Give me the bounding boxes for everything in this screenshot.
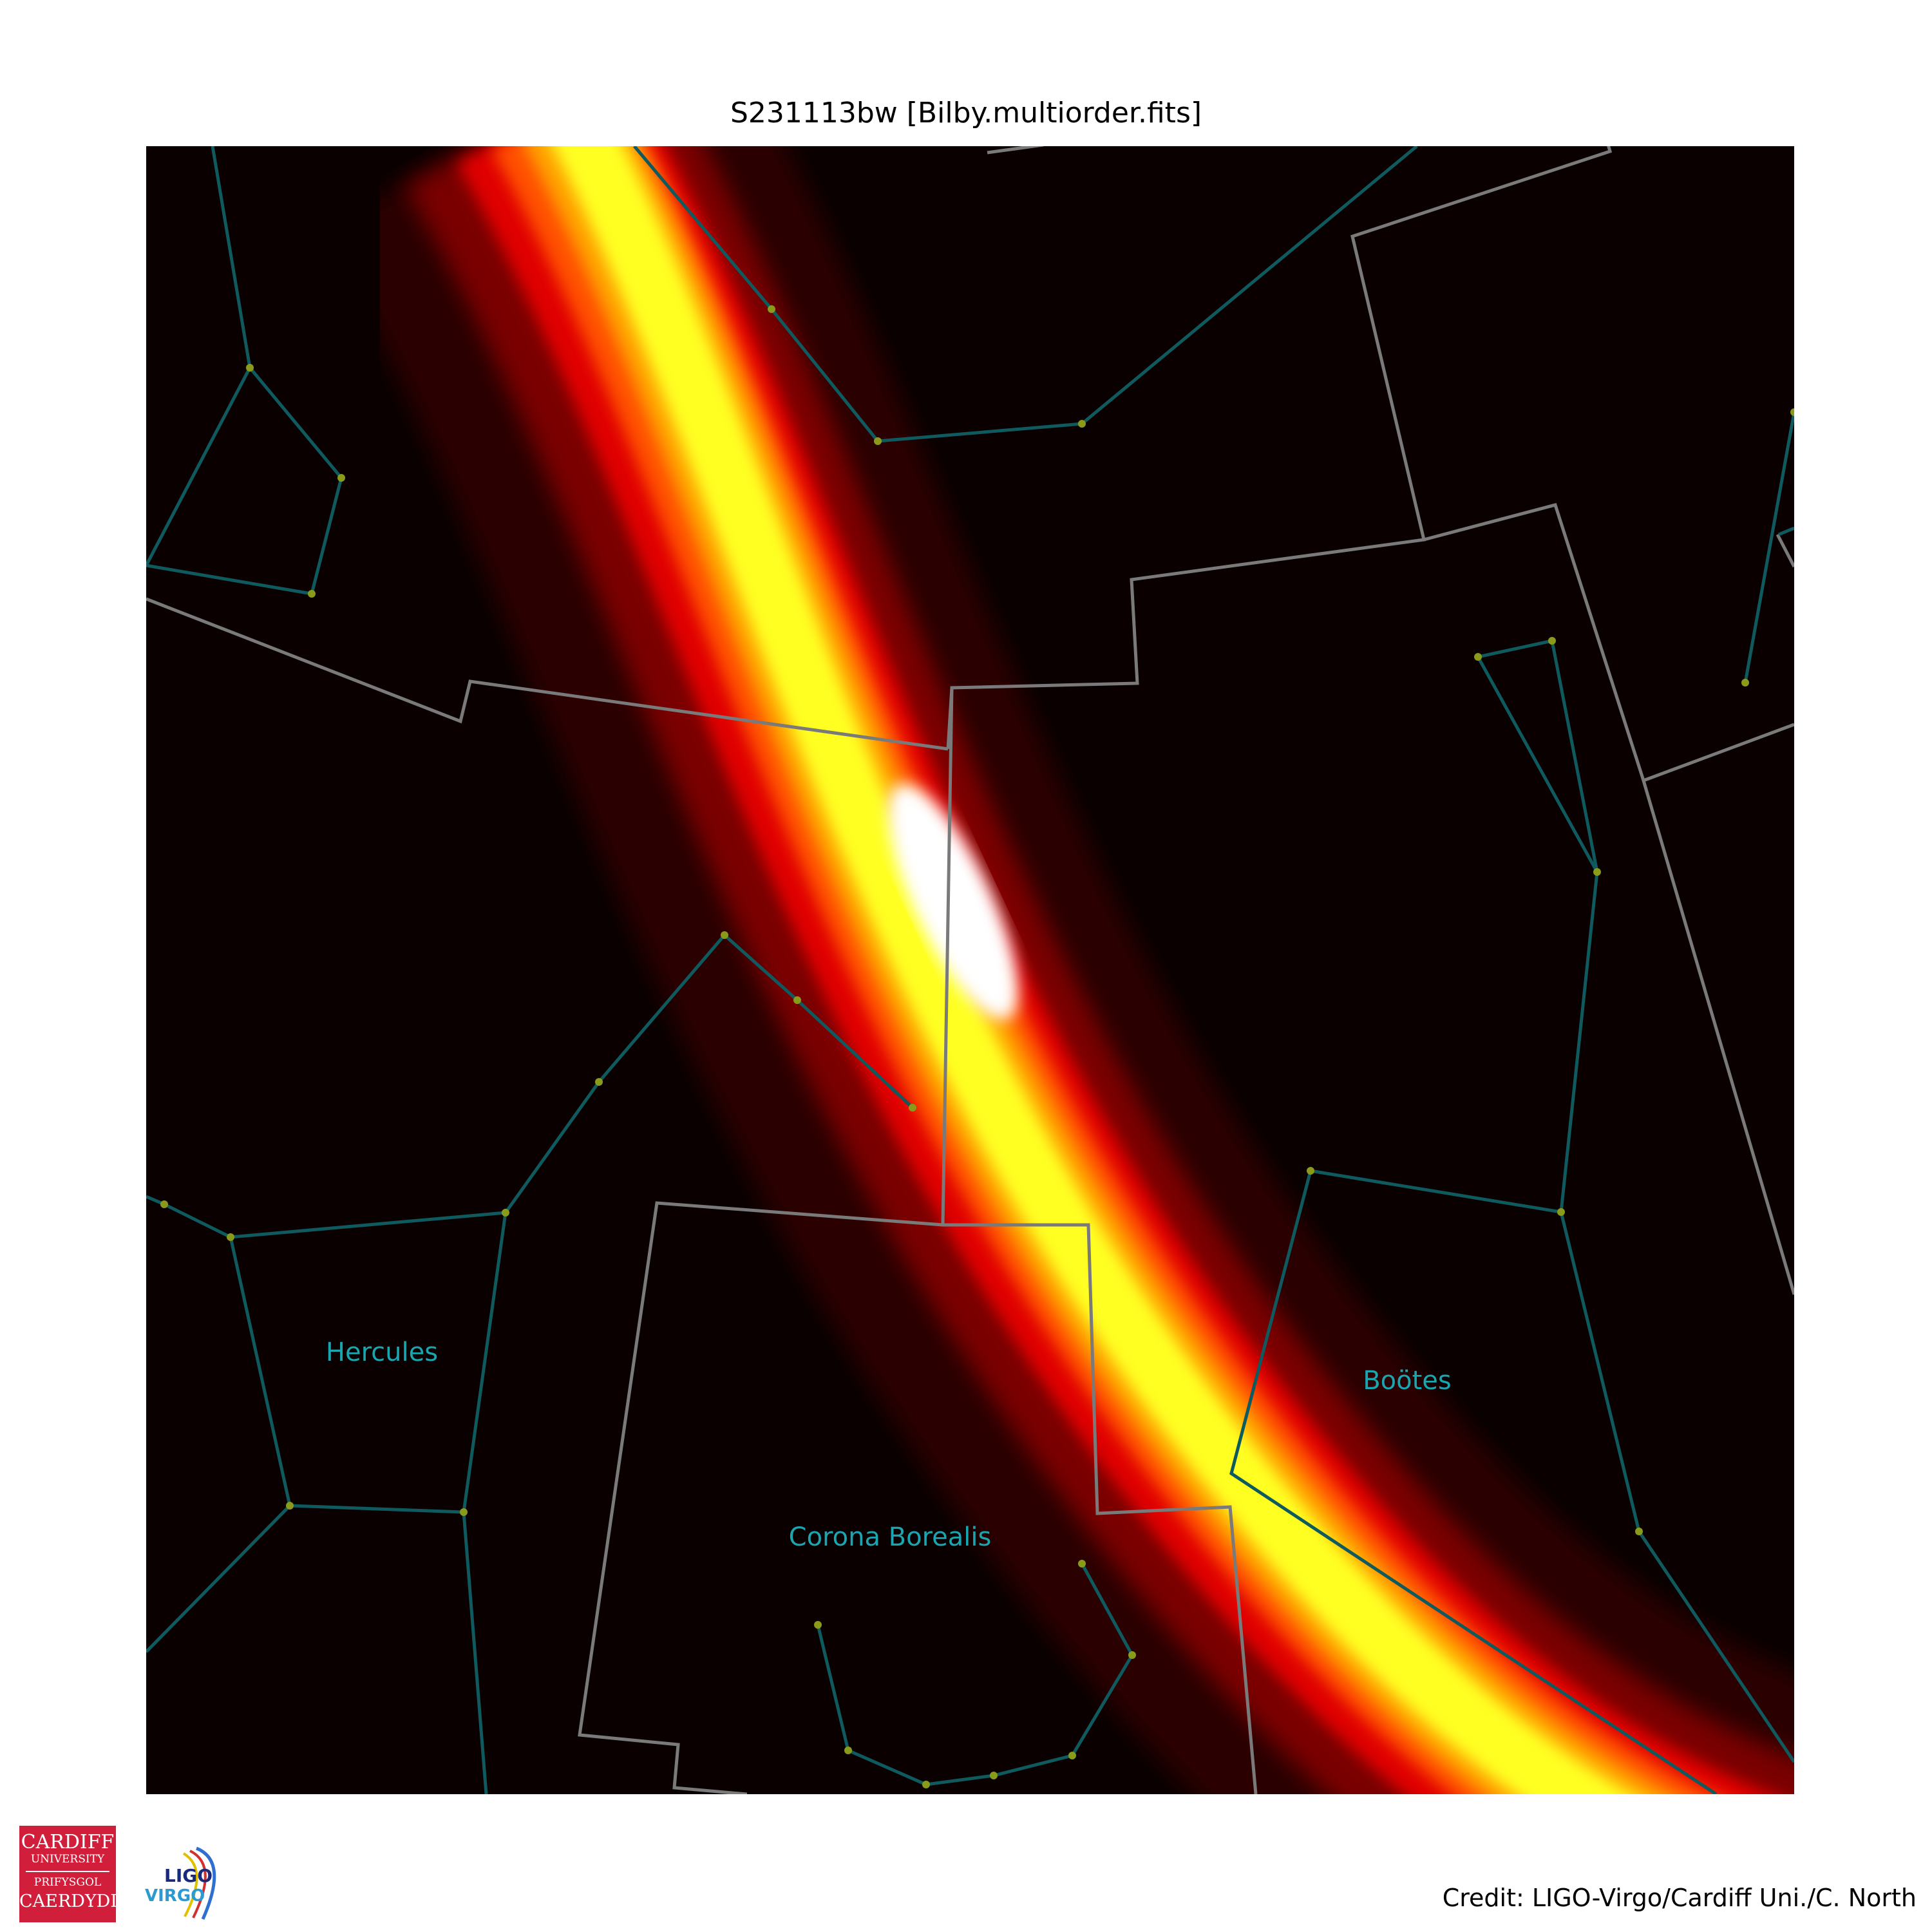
cardiff-logo-line3: PRIFYSGOL — [33, 1876, 102, 1889]
constellation-boundaries — [146, 146, 1794, 1794]
ligo-virgo-logo: LIGO VIRGO — [145, 1846, 216, 1920]
constellation-stars — [160, 305, 1794, 1788]
ligo-text: LIGO — [164, 1865, 213, 1886]
cardiff-logo-line1: CARDIFF — [21, 1831, 115, 1853]
cardiff-logo-line4: CAERDYDD — [19, 1891, 124, 1911]
cardiff-logo-rule — [26, 1871, 109, 1872]
label-hercules: Hercules — [326, 1338, 438, 1367]
virgo-text: VIRGO — [145, 1886, 205, 1906]
credit-text: Credit: LIGO-Virgo/Cardiff Uni./C. North — [1442, 1884, 1917, 1912]
cardiff-logo-line2: UNIVERSITY — [30, 1853, 105, 1866]
plot-title: S231113bw [Bilby.multiorder.fits] — [730, 97, 1202, 129]
label-corona-borealis: Corona Borealis — [789, 1522, 992, 1552]
cardiff-university-logo: CARDIFF UNIVERSITY PRIFYSGOL CAERDYDD — [19, 1826, 124, 1922]
label-bootes: Boötes — [1363, 1366, 1452, 1396]
